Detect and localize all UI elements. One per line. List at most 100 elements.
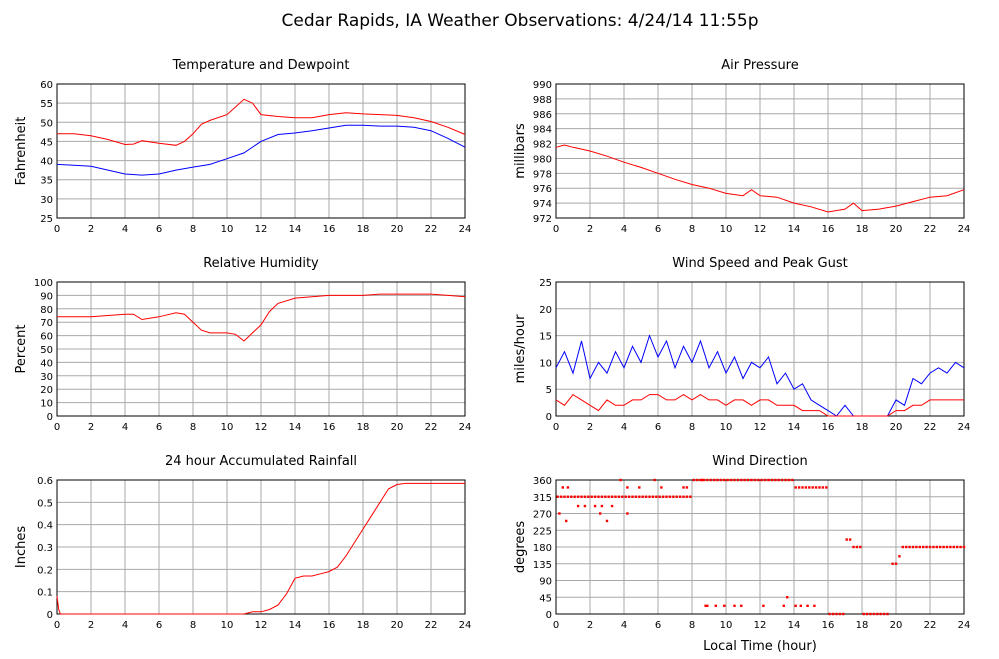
y-tick-label: 0.5 <box>37 498 53 509</box>
y-tick-label: 980 <box>533 154 552 165</box>
y-tick-label: 100 <box>34 278 53 289</box>
y-tick-label: 50 <box>40 118 53 129</box>
x-tick-label: 0 <box>54 224 60 235</box>
scatter-point <box>746 478 750 482</box>
scatter-point <box>814 486 818 489</box>
series-line-1 <box>56 124 466 176</box>
y-tick-label: 976 <box>533 184 552 195</box>
x-tick-label: 16 <box>323 422 336 433</box>
scatter-point <box>736 478 740 482</box>
scatter-point <box>767 478 770 482</box>
y-tick-label: 0 <box>47 610 53 621</box>
scatter-point <box>838 612 842 616</box>
scatter-point <box>762 604 765 608</box>
chart-title: Wind Speed and Peak Gust <box>672 256 847 271</box>
scatter-point <box>723 604 726 608</box>
scatter-point <box>804 486 808 489</box>
x-axis-label: Local Time (hour) <box>703 639 817 654</box>
x-tick-label: 10 <box>720 620 733 631</box>
scatter-point <box>898 555 901 558</box>
y-tick-label: 0.2 <box>37 565 53 576</box>
x-tick-label: 12 <box>754 224 767 235</box>
x-tick-label: 14 <box>788 224 801 235</box>
y-tick-label: 0.4 <box>37 521 53 532</box>
scatter-point <box>780 478 784 482</box>
y-tick-label: 90 <box>539 577 552 588</box>
scatter-point <box>787 478 791 482</box>
y-tick-label: 5 <box>546 385 552 396</box>
x-tick-label: 8 <box>689 224 695 235</box>
y-tick-label: 0.1 <box>37 588 53 599</box>
y-tick-label: 45 <box>40 137 53 148</box>
scatter-point <box>925 545 928 549</box>
scatter-point <box>922 545 925 549</box>
x-tick-label: 6 <box>655 422 661 433</box>
scatter-point <box>808 486 811 489</box>
chart-title: Temperature and Dewpoint <box>172 58 350 73</box>
scatter-point <box>945 545 949 549</box>
scatter-point <box>825 486 828 489</box>
x-tick-label: 4 <box>621 422 627 433</box>
y-tick-label: 0 <box>47 412 53 423</box>
scatter-point <box>660 486 663 489</box>
scatter-point <box>576 495 580 498</box>
x-tick-label: 16 <box>822 224 835 235</box>
scatter-point <box>740 604 743 608</box>
x-tick-label: 22 <box>924 422 937 433</box>
scatter-point <box>882 612 886 616</box>
scatter-point <box>648 495 651 498</box>
y-axis-label: Percent <box>14 325 29 374</box>
x-tick-label: 14 <box>289 620 302 631</box>
y-axis-label: Inches <box>14 526 29 568</box>
scatter-point <box>570 495 573 498</box>
scatter-point <box>709 478 712 482</box>
scatter-point <box>719 478 723 482</box>
y-tick-label: 974 <box>533 199 552 210</box>
scatter-point <box>682 495 685 498</box>
scatter-point <box>729 478 733 482</box>
scatter-point <box>818 486 821 489</box>
scatter-point <box>799 604 802 608</box>
x-tick-label: 16 <box>822 620 835 631</box>
x-tick-label: 14 <box>289 422 302 433</box>
x-tick-label: 24 <box>459 422 472 433</box>
scatter-point <box>801 486 804 489</box>
x-tick-label: 0 <box>553 620 559 631</box>
y-tick-label: 60 <box>40 80 53 91</box>
scatter-point <box>835 612 838 616</box>
x-tick-label: 4 <box>122 224 128 235</box>
scatter-point <box>580 495 583 498</box>
plot-frame <box>56 281 466 417</box>
y-tick-label: 45 <box>539 593 552 604</box>
scatter-point <box>607 495 610 498</box>
scatter-point <box>665 495 668 498</box>
x-tick-label: 24 <box>958 422 971 433</box>
scatter-point <box>763 478 767 482</box>
scatter-point <box>706 478 709 482</box>
scatter-point <box>760 478 763 482</box>
scatter-point <box>695 478 699 482</box>
y-tick-label: 0 <box>546 412 552 423</box>
x-tick-label: 24 <box>459 620 472 631</box>
scatter-point <box>644 495 648 498</box>
scatter-point <box>610 495 614 498</box>
y-tick-label: 90 <box>40 291 53 302</box>
scatter-point <box>733 604 736 608</box>
scatter-point <box>593 495 597 498</box>
x-tick-label: 10 <box>221 620 234 631</box>
scatter-point <box>653 478 656 482</box>
scatter-point <box>733 478 736 482</box>
x-tick-label: 6 <box>156 422 162 433</box>
y-tick-label: 270 <box>533 510 552 521</box>
scatter-point <box>891 562 894 565</box>
x-tick-label: 18 <box>856 620 869 631</box>
scatter-point <box>757 478 760 482</box>
scatter-point <box>626 512 629 515</box>
x-tick-label: 24 <box>958 620 971 631</box>
y-tick-label: 40 <box>40 358 53 369</box>
y-tick-label: 180 <box>533 543 552 554</box>
scatter-point <box>908 545 911 549</box>
x-tick-label: 12 <box>255 422 268 433</box>
scatter-point <box>576 504 580 508</box>
plot-frame <box>56 479 466 615</box>
